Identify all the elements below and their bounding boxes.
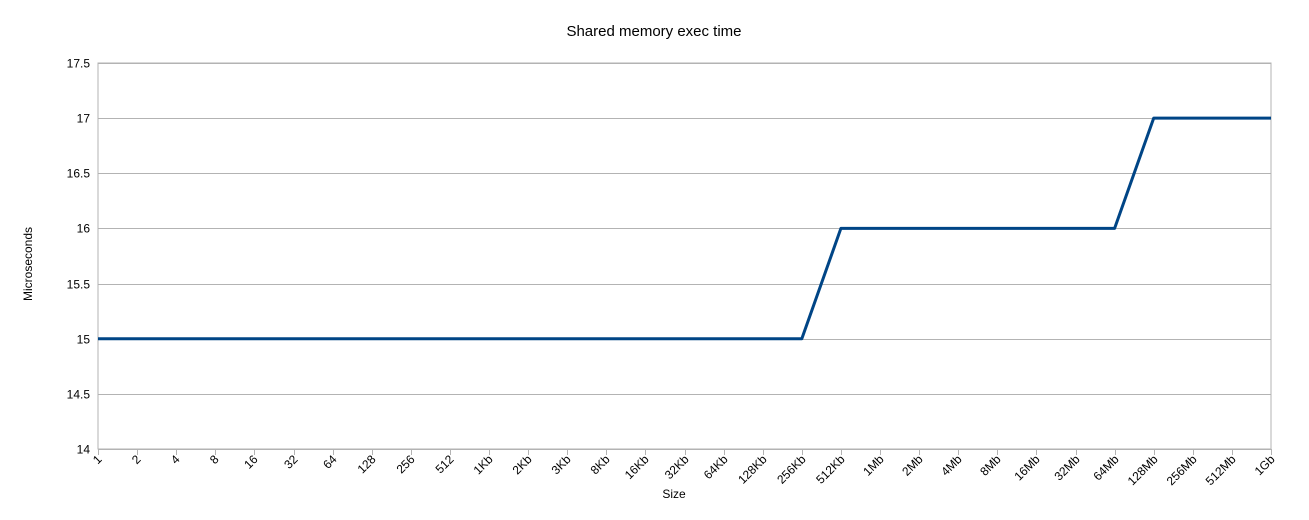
y-tick-label: 16: [77, 222, 91, 236]
x-tick-label: 64: [320, 452, 340, 472]
y-tick-label: 17.5: [67, 57, 91, 71]
x-tick-label: 8: [207, 452, 222, 467]
y-axis-label: Microseconds: [21, 227, 35, 301]
chart-title: Shared memory exec time: [566, 23, 741, 40]
x-tick-label: 512: [433, 452, 457, 476]
y-tick-label: 14: [77, 443, 91, 457]
x-tick-label: 512Kb: [813, 452, 848, 487]
x-tick-label: 1Mb: [860, 452, 887, 479]
x-tick-label: 256Mb: [1164, 452, 1200, 488]
y-tick-label: 14.5: [67, 388, 91, 402]
x-tick-label: 8Mb: [977, 452, 1004, 479]
x-tick-label: 1Kb: [471, 452, 496, 477]
series-line-0: [98, 116, 1271, 341]
x-tick-label: 4: [168, 452, 183, 467]
x-tick-label: 4Mb: [938, 452, 965, 479]
x-tick-label: 64Mb: [1090, 452, 1121, 483]
x-tick-label: 2Mb: [899, 452, 926, 479]
x-tick-label: 16Mb: [1011, 452, 1042, 483]
x-tick-label: 32Kb: [662, 452, 692, 482]
y-axis-ticks: 14 14.5 15 15.5 16 16.5 17 17.5: [67, 57, 91, 457]
x-tick-label: 1: [90, 452, 105, 467]
y-tick-label: 15: [77, 333, 91, 347]
grid-lines: [98, 63, 1271, 450]
y-tick-label: 15.5: [67, 278, 91, 292]
x-tick-label: 1Gb: [1252, 452, 1278, 478]
x-axis-label: Size: [662, 487, 686, 501]
x-tick-label: 16: [241, 452, 261, 472]
plot-area-frame: [97, 62, 1272, 450]
x-tick-label: 16Kb: [622, 452, 652, 482]
x-tick-label: 8Kb: [588, 452, 613, 477]
y-tick-label: 17: [77, 112, 91, 126]
x-tick-label: 128Kb: [735, 452, 770, 487]
x-tick-label: 32Mb: [1051, 452, 1082, 483]
x-tick-label: 256: [394, 452, 418, 476]
x-tick-label: 64Kb: [701, 452, 731, 482]
x-tick-label: 2Kb: [510, 452, 535, 477]
x-tick-label: 3Kb: [549, 452, 574, 477]
x-tick-label: 512Mb: [1203, 452, 1239, 488]
x-tick-label: 128: [355, 452, 379, 476]
series-layer: [98, 116, 1271, 341]
x-tick-label: 32: [281, 452, 301, 472]
y-tick-label: 16.5: [67, 167, 91, 181]
x-axis-ticks: 1 2 4 8 16 32 64 128 256 512 1Kb 2Kb 3Kb 8Kb 16Kb 32Kb 6…: [90, 449, 1278, 488]
x-tick-label: 128Mb: [1125, 452, 1161, 488]
x-tick-label: 2: [129, 452, 144, 467]
x-tick-label: 256Kb: [774, 452, 809, 487]
